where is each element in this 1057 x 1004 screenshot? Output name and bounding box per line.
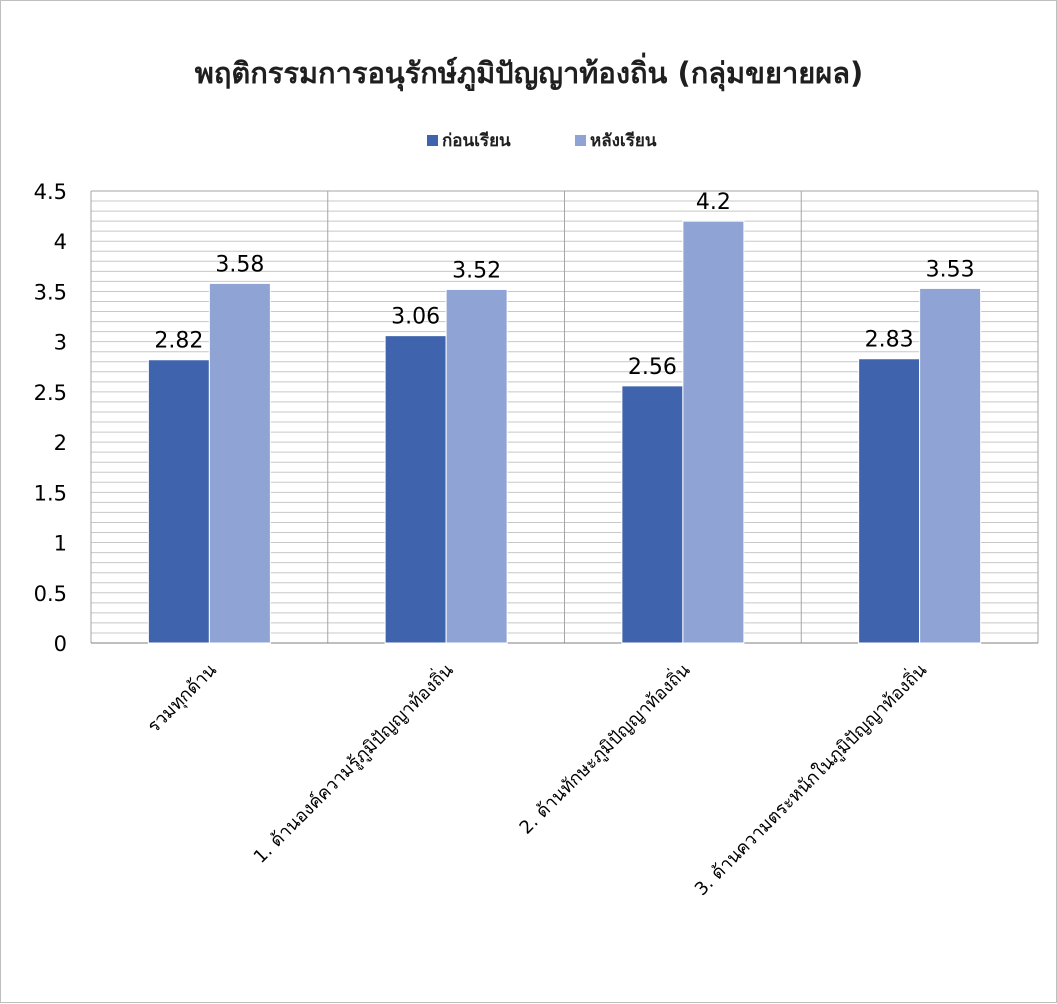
- y-tick-label: 2.5: [34, 381, 67, 405]
- chart-title: พฤติกรรมการอนุรักษ์ภูมิปัญญาท้องถิ่น (กล…: [195, 52, 864, 91]
- legend: ก่อนเรียน หลังเรียน: [427, 130, 657, 151]
- y-tick-label: 0.5: [34, 582, 67, 606]
- data-labels: 2.82 3.58 3.06 3.52 2.56 4.2 2.83 3.53: [154, 190, 974, 380]
- bars: [147, 220, 982, 644]
- data-label: 2.56: [628, 355, 677, 380]
- bar-before-2: [621, 385, 684, 644]
- bar-before-0: [147, 359, 210, 644]
- bar-after-0: [208, 282, 271, 644]
- legend-label-1: หลังเรียน: [590, 130, 657, 151]
- y-tick-label: 3.5: [34, 280, 67, 304]
- bar-after-1: [445, 288, 508, 644]
- legend-swatch-1: [575, 135, 586, 146]
- y-tick-label: 2: [54, 431, 67, 455]
- data-label: 2.82: [154, 329, 203, 354]
- y-tick-label: 3: [54, 331, 67, 355]
- bar-before-3: [858, 358, 921, 644]
- y-tick-label: 1.5: [34, 481, 67, 505]
- y-tick-label: 4: [54, 230, 67, 254]
- x-tick-label-0: รวมทุกด้าน: [143, 660, 220, 737]
- data-label: 3.06: [391, 305, 440, 330]
- data-label: 3.53: [926, 257, 975, 282]
- bar-after-3: [919, 287, 982, 644]
- y-tick-label: 1: [54, 532, 67, 556]
- data-label: 2.83: [865, 328, 914, 353]
- bar-before-1: [384, 335, 447, 644]
- bar-after-2: [682, 220, 745, 644]
- y-tick-label: 4.5: [34, 180, 67, 204]
- x-tick-label-1: 1. ด้านองค์ความรู้ภูมิปัญญาท้องถิ่น: [248, 658, 458, 868]
- data-label: 3.58: [215, 252, 264, 277]
- y-tick-label: 0: [54, 632, 67, 656]
- x-axis: รวมทุกด้าน 1. ด้านองค์ความรู้ภูมิปัญญาท้อ…: [143, 658, 931, 900]
- data-label: 4.2: [696, 190, 731, 215]
- legend-swatch-0: [427, 135, 438, 146]
- y-axis: 0 0.5 1 1.5 2 2.5 3 3.5 4 4.5: [34, 180, 67, 656]
- data-label: 3.52: [452, 258, 501, 283]
- x-tick-label-2: 2. ด้านทักษะภูมิปัญญาท้องถิ่น: [513, 658, 694, 839]
- legend-label-0: ก่อนเรียน: [442, 130, 511, 151]
- x-tick-label-3: 3. ด้านความตระหนักในภูมิปัญญาท้องถิ่น: [689, 658, 931, 900]
